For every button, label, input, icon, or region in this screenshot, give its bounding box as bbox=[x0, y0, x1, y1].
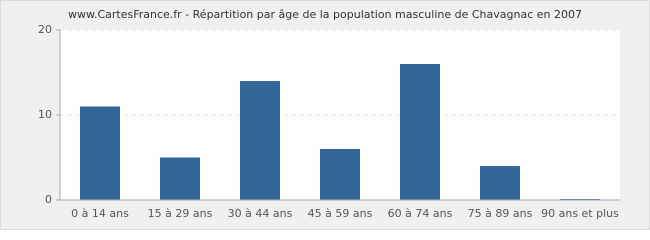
x-tick-label: 60 à 74 ans bbox=[388, 207, 453, 220]
bar bbox=[240, 81, 280, 200]
x-tick-label: 75 à 89 ans bbox=[468, 207, 533, 220]
x-tick-label: 0 à 14 ans bbox=[71, 207, 129, 220]
x-tick-label: 90 ans et plus bbox=[541, 207, 619, 220]
chart-title: www.CartesFrance.fr - Répartition par âg… bbox=[68, 8, 582, 21]
x-tick-label: 15 à 29 ans bbox=[148, 207, 213, 220]
x-tick-label: 30 à 44 ans bbox=[228, 207, 293, 220]
y-tick-label: 20 bbox=[38, 23, 52, 36]
bar bbox=[480, 166, 520, 200]
bar bbox=[160, 157, 200, 200]
chart: www.CartesFrance.fr - Répartition par âg… bbox=[0, 0, 650, 230]
y-tick-label: 10 bbox=[38, 108, 52, 121]
bar bbox=[400, 64, 440, 200]
bar bbox=[80, 106, 120, 200]
x-tick-label: 45 à 59 ans bbox=[308, 207, 373, 220]
y-tick-label: 0 bbox=[45, 193, 52, 206]
bar bbox=[320, 149, 360, 200]
